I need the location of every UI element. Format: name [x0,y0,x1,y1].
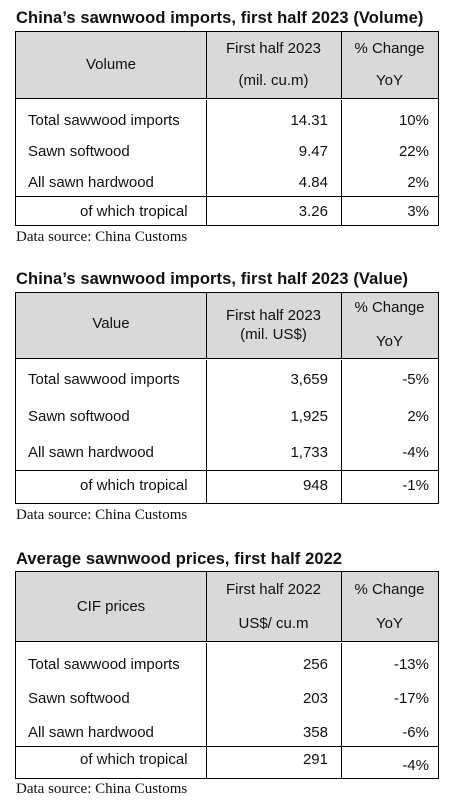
row-change: 10% [398,112,429,129]
row-change: -6% [402,724,429,741]
row-value: 256 [302,656,328,673]
row-change: 2% [407,174,429,191]
header-period: First half 2023 [225,40,322,57]
table-row: All sawn hardwood 1,733 -4% [16,438,438,468]
row-value: 203 [302,690,328,707]
row-value: 1,733 [290,444,328,461]
header-yoy: YoY [376,72,403,89]
row-value: 3.26 [298,203,328,220]
row-label: All sawn hardwood [28,174,154,191]
header-yoy: YoY [376,615,403,632]
table-row: All sawn hardwood 4.84 2% [16,168,438,198]
table-row: Sawn softwood 1,925 2% [16,402,438,432]
header-unit: US$/ cu.m [238,615,309,632]
row-label: Total sawwood imports [28,112,180,129]
header-yoy: YoY [376,333,403,350]
row-change: -4% [402,444,429,461]
row-change: -1% [402,477,429,494]
data-source: Data source: China Customs [16,781,188,797]
row-change: -4% [402,757,429,774]
header-unit: (mil. US$) [240,326,307,343]
row-value: 358 [302,724,328,741]
table-row: Total sawwood imports 256 -13% [16,650,438,680]
row-value: 14.31 [290,112,328,129]
header-period: First half 2023 [225,307,322,324]
table-row: All sawn hardwood 358 -6% [16,718,438,748]
row-change: -13% [393,656,429,673]
row-label: All sawn hardwood [28,444,154,461]
row-value: 3,659 [290,371,328,388]
header-label: Volume [85,56,137,73]
header-change: % Change [354,581,425,598]
row-change: 2% [407,408,429,425]
header-unit: (mil. cu.m) [238,72,309,89]
header-label: CIF prices [76,598,146,615]
row-change: -17% [393,690,429,707]
header-label: Value [92,315,130,332]
row-label: of which tropical [80,477,188,494]
row-label: All sawn hardwood [28,724,154,741]
table-row: of which tropical 3.26 3% [16,196,438,227]
row-label: Sawn softwood [28,143,130,160]
row-value: 9.47 [298,143,328,160]
table-row: of which tropical 291 -4% [16,746,438,779]
table-header: Value First half 2023 (mil. US$) % Chang… [16,293,438,359]
row-change: 22% [398,143,429,160]
data-source: Data source: China Customs [16,229,188,245]
row-value: 4.84 [298,174,328,191]
volume-table: Volume First half 2023 (mil. cu.m) % Cha… [15,31,439,226]
row-label: Sawn softwood [28,408,130,425]
table-row: Sawn softwood 9.47 22% [16,137,438,167]
table-row: of which tropical 948 -1% [16,470,438,501]
header-period: First half 2022 [225,581,322,598]
row-label: Sawn softwood [28,690,130,707]
row-change: 3% [407,203,429,220]
data-source: Data source: China Customs [16,507,188,523]
table-body: Total sawwood imports 256 -13% Sawn soft… [16,643,438,778]
row-label: Total sawwood imports [28,371,180,388]
row-value: 291 [302,751,328,768]
row-label: Total sawwood imports [28,656,180,673]
row-value: 948 [302,477,328,494]
table-row: Total sawwood imports 14.31 10% [16,106,438,136]
value-table-title: China’s sawnwood imports, first half 202… [16,270,409,288]
value-table: Value First half 2023 (mil. US$) % Chang… [15,292,439,504]
row-label: of which tropical [80,203,188,220]
table-row: Sawn softwood 203 -17% [16,684,438,714]
table-header: CIF prices First half 2022 US$/ cu.m % C… [16,572,438,642]
row-label: of which tropical [80,751,188,768]
header-change: % Change [354,40,425,57]
volume-table-title: China’s sawnwood imports, first half 202… [16,9,424,27]
prices-table-title: Average sawnwood prices, first half 2022 [16,550,343,568]
table-body: Total sawwood imports 3,659 -5% Sawn sof… [16,360,438,503]
table-body: Total sawwood imports 14.31 10% Sawn sof… [16,100,438,225]
table-header: Volume First half 2023 (mil. cu.m) % Cha… [16,32,438,99]
prices-table: CIF prices First half 2022 US$/ cu.m % C… [15,571,439,779]
header-change: % Change [354,299,425,316]
table-row: Total sawwood imports 3,659 -5% [16,365,438,395]
row-change: -5% [402,371,429,388]
row-value: 1,925 [290,408,328,425]
